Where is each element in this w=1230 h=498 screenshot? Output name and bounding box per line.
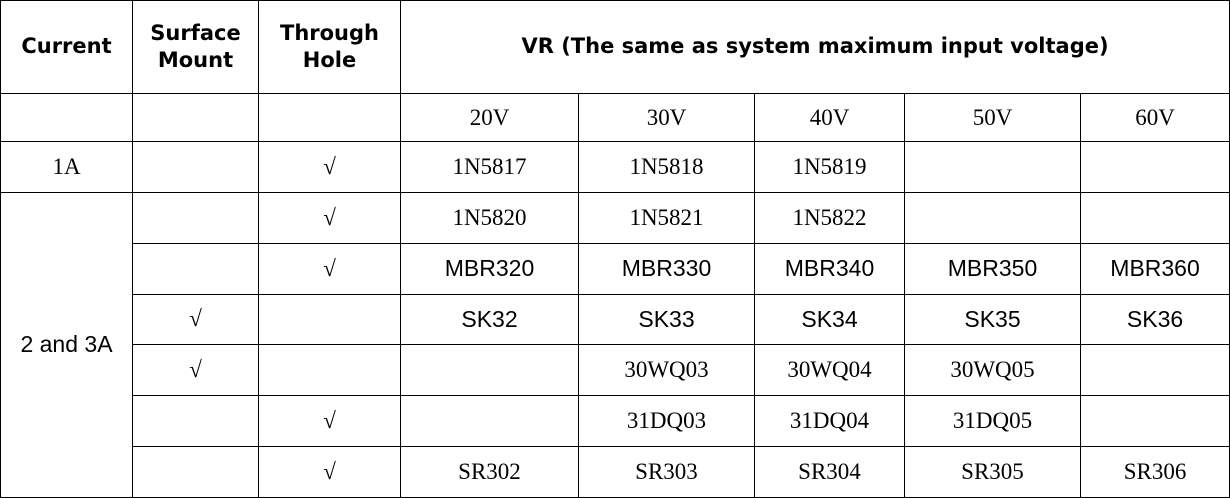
- surface-mount-cell: [132, 242, 259, 295]
- part-cell: [1079, 395, 1230, 448]
- voltage-cell: 20V: [400, 93, 579, 142]
- part-cell: [400, 344, 579, 397]
- part-cell: [1079, 344, 1230, 397]
- header-cell: Surface Mount: [132, 0, 259, 94]
- part-cell: 1N5820: [400, 191, 579, 244]
- header-cell: VR (The same as system maximum input vol…: [399, 0, 1230, 94]
- part-cell: 30WQ05: [904, 344, 1081, 397]
- part-cell: SR304: [754, 446, 905, 498]
- through-hole-cell: √: [258, 141, 401, 193]
- data-row: 2 and 3A √ 1N5820 1N5821 1N5822: [0, 191, 1230, 498]
- voltage-cell: 30V: [578, 93, 755, 142]
- voltage-cell: 40V: [754, 93, 905, 142]
- through-hole-cell: √: [258, 191, 401, 244]
- empty-cell: [258, 93, 401, 142]
- data-row: √ 30WQ03 30WQ04 30WQ05: [1, 344, 1230, 397]
- part-cell: SR305: [904, 446, 1081, 498]
- surface-mount-cell: √: [132, 293, 259, 346]
- part-cell: 1N5818: [578, 141, 755, 193]
- part-cell: 1N5822: [754, 191, 905, 244]
- part-cell: 1N5817: [400, 141, 579, 193]
- voltage-row: 20V 30V 40V 50V 60V: [0, 93, 1230, 142]
- data-row: 1A √ 1N5817 1N5818 1N5819: [0, 141, 1230, 193]
- part-cell: MBR330: [578, 242, 755, 295]
- surface-mount-cell: √: [132, 344, 259, 397]
- through-hole-cell: √: [258, 395, 401, 448]
- empty-cell: [0, 93, 133, 142]
- part-cell: 31DQ04: [754, 395, 905, 448]
- surface-mount-cell: [132, 141, 259, 193]
- through-hole-cell: [258, 344, 401, 397]
- surface-mount-cell: [132, 191, 259, 244]
- empty-cell: [132, 93, 259, 142]
- part-cell: MBR360: [1079, 242, 1230, 295]
- part-cell: [904, 141, 1081, 193]
- part-cell: MBR340: [754, 242, 905, 295]
- part-cell: [1079, 141, 1230, 193]
- header-cell: Through Hole: [258, 0, 401, 94]
- voltage-cell: 50V: [904, 93, 1081, 142]
- part-cell: MBR350: [904, 242, 1081, 295]
- part-cell: MBR320: [400, 242, 579, 295]
- data-row: √ MBR320 MBR330 MBR340 MBR350 MBR360: [1, 242, 1230, 295]
- data-row: √ 31DQ03 31DQ04 31DQ05: [1, 395, 1230, 448]
- part-cell: 30WQ04: [754, 344, 905, 397]
- part-cell: SK33: [578, 293, 755, 346]
- voltage-cell: 60V: [1079, 93, 1230, 142]
- part-cell: SK35: [904, 293, 1081, 346]
- data-row: √ SK32 SK33 SK34 SK35 SK36: [1, 293, 1230, 346]
- part-cell: SR306: [1079, 446, 1230, 498]
- part-cell: 30WQ03: [578, 344, 755, 397]
- header-row: Current Surface Mount Through Hole VR (T…: [0, 0, 1230, 94]
- part-cell: SR303: [578, 446, 755, 498]
- part-cell: [400, 395, 579, 448]
- part-cell: SK34: [754, 293, 905, 346]
- part-cell: 31DQ03: [578, 395, 755, 448]
- part-cell: SR302: [400, 446, 579, 498]
- header-cell: Current: [0, 0, 133, 94]
- current-cell: 1A: [0, 141, 133, 193]
- surface-mount-cell: [132, 395, 259, 448]
- through-hole-cell: [258, 293, 401, 346]
- through-hole-cell: √: [258, 446, 401, 498]
- part-cell: SK36: [1079, 293, 1230, 346]
- part-cell: 1N5821: [578, 191, 755, 244]
- current-cell: 2 and 3A: [0, 191, 133, 498]
- surface-mount-cell: [132, 446, 259, 498]
- part-cell: [1079, 191, 1230, 244]
- through-hole-cell: √: [258, 242, 401, 295]
- part-cell: 31DQ05: [904, 395, 1081, 448]
- part-cell: SK32: [400, 293, 579, 346]
- part-cell: [904, 191, 1081, 244]
- data-row: √ SR302 SR303 SR304 SR305 SR306: [1, 446, 1230, 498]
- part-cell: 1N5819: [754, 141, 905, 193]
